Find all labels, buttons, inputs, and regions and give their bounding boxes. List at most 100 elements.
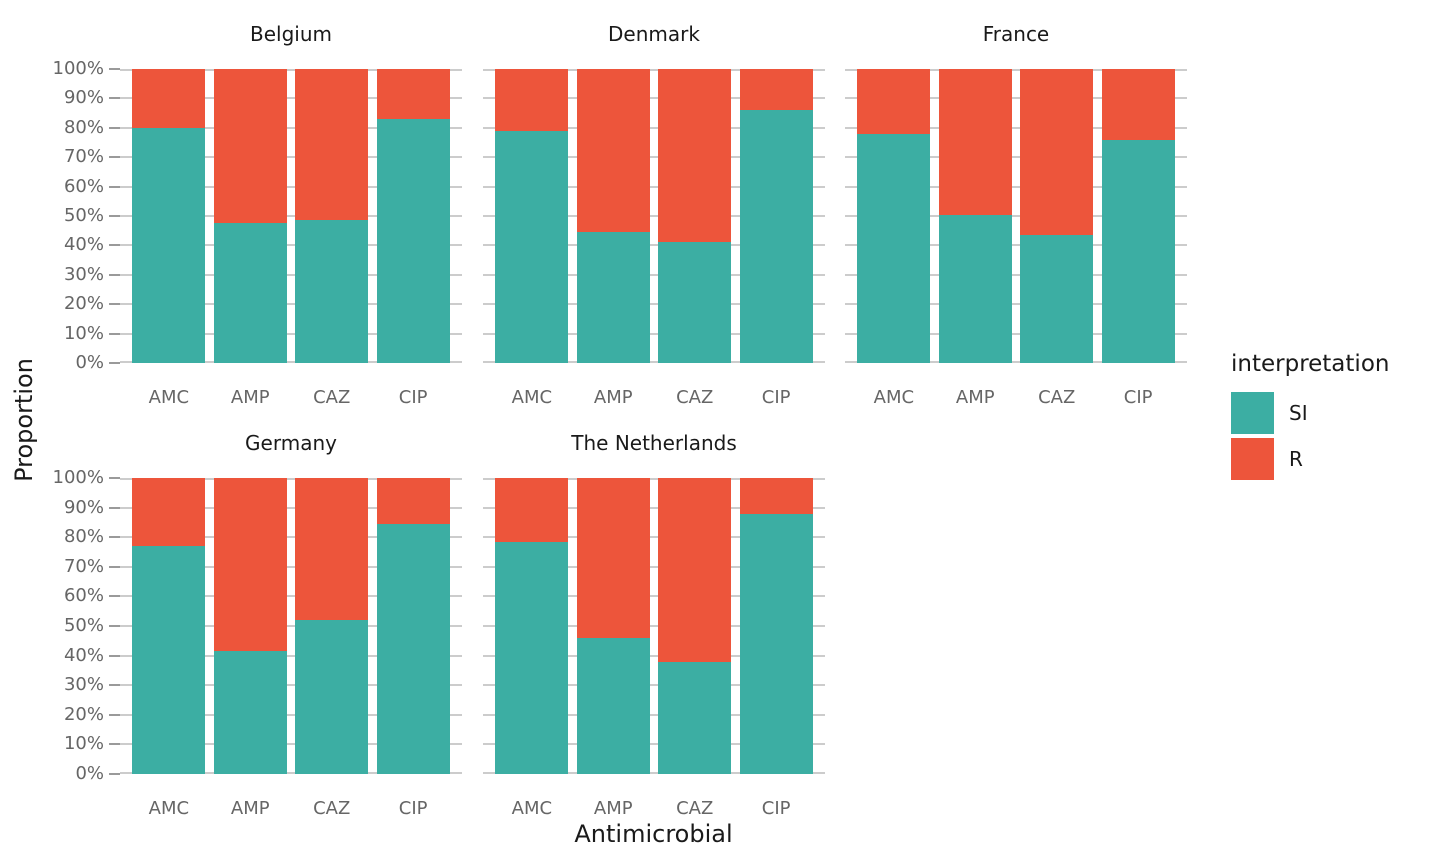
bar-germany-cip <box>376 478 450 774</box>
bar-segment-r <box>1101 69 1175 140</box>
y-tick-label-40: 40% <box>63 234 104 256</box>
bar-denmark-amp <box>576 69 650 363</box>
bar-denmark-amc <box>495 69 569 363</box>
gridline-10 <box>483 332 825 335</box>
y-axis-title: Proportion <box>10 358 38 482</box>
bar-belgium-caz <box>295 69 369 363</box>
y-axis-tick <box>109 773 120 775</box>
facet-title-belgium: Belgium <box>250 22 332 46</box>
gridline-90 <box>483 97 825 100</box>
y-tick-label-20: 20% <box>63 293 104 315</box>
x-tick-label-belgium-cip: CIP <box>398 387 428 408</box>
bar-segment-si <box>576 637 650 774</box>
bar-segment-r <box>376 478 450 524</box>
facet-panel-france <box>845 69 1187 363</box>
bar-the-netherlands-caz <box>658 478 732 774</box>
bar-segment-r <box>576 69 650 233</box>
x-tick-label-the-netherlands-caz: CAZ <box>676 798 714 819</box>
x-tick-label-belgium-amp: AMP <box>230 387 270 408</box>
gridline-20 <box>483 303 825 306</box>
y-axis-tick <box>109 68 120 70</box>
y-axis-tick <box>109 215 120 217</box>
y-tick-label-90: 90% <box>63 87 104 109</box>
y-tick-label-70: 70% <box>63 555 104 577</box>
y-axis-tick <box>109 156 120 159</box>
x-tick-label-france-cip: CIP <box>1123 387 1153 408</box>
y-tick-label-60: 60% <box>63 175 104 197</box>
legend-item-si: SI <box>1231 392 1389 434</box>
y-tick-label-50: 50% <box>63 205 104 226</box>
x-tick-label-denmark-amp: AMP <box>593 387 633 408</box>
legend-items: SI R <box>1231 392 1389 480</box>
gridline-50 <box>120 625 462 627</box>
bar-segment-si <box>495 541 569 774</box>
gridline-80 <box>120 536 462 539</box>
gridline-80 <box>483 126 825 129</box>
gridline-60 <box>845 185 1187 188</box>
facet-panel-germany <box>120 478 462 774</box>
y-axis-tick <box>109 362 120 364</box>
x-tick-label-denmark-amc: AMC <box>511 387 553 408</box>
bar-segment-r <box>295 478 369 621</box>
bar-segment-r <box>739 478 813 514</box>
y-tick-label-10: 10% <box>63 322 104 344</box>
y-tick-label-40: 40% <box>63 644 104 666</box>
bar-segment-r <box>938 69 1012 215</box>
bar-segment-si <box>658 661 732 774</box>
bar-germany-amc <box>132 478 206 774</box>
bar-segment-r <box>376 69 450 119</box>
gridline-90 <box>120 97 462 100</box>
bar-the-netherlands-amp <box>576 478 650 774</box>
bar-segment-r <box>739 69 813 111</box>
y-tick-label-100: 100% <box>52 467 104 488</box>
gridline-30 <box>483 684 825 687</box>
x-tick-label-denmark-cip: CIP <box>761 387 791 408</box>
y-tick-label-50: 50% <box>63 615 104 636</box>
y-axis-tick <box>109 273 120 276</box>
bar-france-amp <box>938 69 1012 363</box>
x-axis-title: Antimicrobial <box>574 820 733 848</box>
y-tick-label-30: 30% <box>63 263 104 285</box>
gridline-50 <box>483 625 825 627</box>
y-axis-tick <box>109 97 120 100</box>
bar-segment-si <box>739 110 813 363</box>
gridline-60 <box>120 185 462 188</box>
y-axis-tick <box>109 536 120 539</box>
facet-panel-the-netherlands <box>483 478 825 774</box>
y-axis-tick <box>109 743 120 746</box>
gridline-30 <box>120 273 462 276</box>
y-tick-label-30: 30% <box>63 674 104 696</box>
gridline-50 <box>120 215 462 217</box>
x-tick-label-germany-cip: CIP <box>398 798 428 819</box>
x-tick-label-the-netherlands-cip: CIP <box>761 798 791 819</box>
bar-segment-r <box>658 478 732 662</box>
gridline-0 <box>120 361 462 363</box>
gridline-70 <box>120 565 462 568</box>
gridline-0 <box>483 361 825 363</box>
bar-segment-si <box>132 127 206 363</box>
gridline-10 <box>120 332 462 335</box>
bar-segment-si <box>295 620 369 774</box>
gridline-100 <box>483 478 825 480</box>
y-axis-tick <box>109 506 120 509</box>
legend: interpretation SI R <box>1231 351 1389 484</box>
bar-belgium-cip <box>376 69 450 363</box>
bar-germany-caz <box>295 478 369 774</box>
bar-segment-r <box>1020 69 1094 236</box>
y-axis-tick <box>109 654 120 657</box>
gridline-20 <box>483 713 825 716</box>
bar-segment-si <box>1101 139 1175 363</box>
y-axis-tick <box>109 565 120 568</box>
x-tick-label-belgium-caz: CAZ <box>313 387 351 408</box>
x-tick-label-belgium-amc: AMC <box>148 387 190 408</box>
gridline-20 <box>120 713 462 716</box>
gridline-40 <box>483 654 825 657</box>
bar-segment-r <box>213 478 287 652</box>
bar-segment-si <box>213 651 287 774</box>
y-axis-title-text: Proportion <box>10 358 38 482</box>
bar-segment-si <box>938 214 1012 363</box>
bar-belgium-amc <box>132 69 206 363</box>
legend-swatch-si <box>1231 392 1274 434</box>
bar-denmark-caz <box>658 69 732 363</box>
